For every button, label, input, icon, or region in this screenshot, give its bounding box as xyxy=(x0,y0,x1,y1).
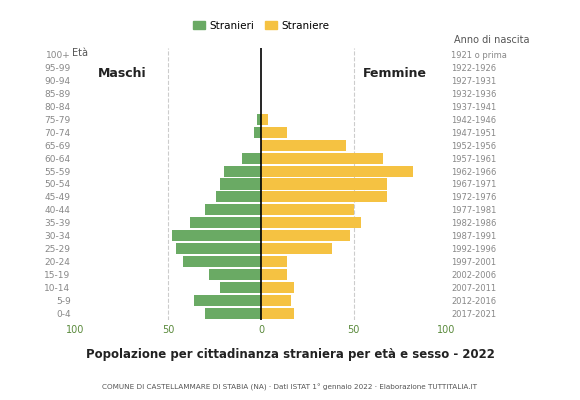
Bar xyxy=(209,269,261,280)
Bar xyxy=(220,178,261,190)
Bar xyxy=(261,282,295,293)
Bar xyxy=(183,256,261,267)
Bar xyxy=(261,127,287,138)
Bar xyxy=(253,127,261,138)
Bar xyxy=(194,295,261,306)
Bar xyxy=(261,204,354,216)
Bar xyxy=(261,269,287,280)
Bar xyxy=(261,295,291,306)
Bar xyxy=(261,192,387,202)
Bar xyxy=(205,204,261,216)
Text: Anno di nascita: Anno di nascita xyxy=(454,35,530,45)
Bar xyxy=(261,166,413,176)
Text: Maschi: Maschi xyxy=(97,68,146,80)
Bar xyxy=(190,217,261,228)
Text: COMUNE DI CASTELLAMMARE DI STABIA (NA) · Dati ISTAT 1° gennaio 2022 · Elaborazio: COMUNE DI CASTELLAMMARE DI STABIA (NA) ·… xyxy=(103,384,477,391)
Legend: Stranieri, Straniere: Stranieri, Straniere xyxy=(193,20,329,30)
Bar xyxy=(261,308,295,319)
Bar xyxy=(258,114,261,125)
Bar xyxy=(261,140,346,151)
Bar xyxy=(242,152,261,164)
Bar xyxy=(220,282,261,293)
Bar xyxy=(216,192,261,202)
Bar xyxy=(261,256,287,267)
Bar xyxy=(261,243,332,254)
Bar xyxy=(172,230,261,241)
Bar xyxy=(224,166,261,176)
Text: Età: Età xyxy=(72,48,88,58)
Bar xyxy=(176,243,261,254)
Text: Popolazione per cittadinanza straniera per età e sesso - 2022: Popolazione per cittadinanza straniera p… xyxy=(86,348,494,361)
Bar xyxy=(261,114,269,125)
Text: Femmine: Femmine xyxy=(362,68,427,80)
Bar xyxy=(261,178,387,190)
Bar xyxy=(261,230,350,241)
Bar xyxy=(261,217,361,228)
Bar xyxy=(261,152,383,164)
Bar xyxy=(205,308,261,319)
